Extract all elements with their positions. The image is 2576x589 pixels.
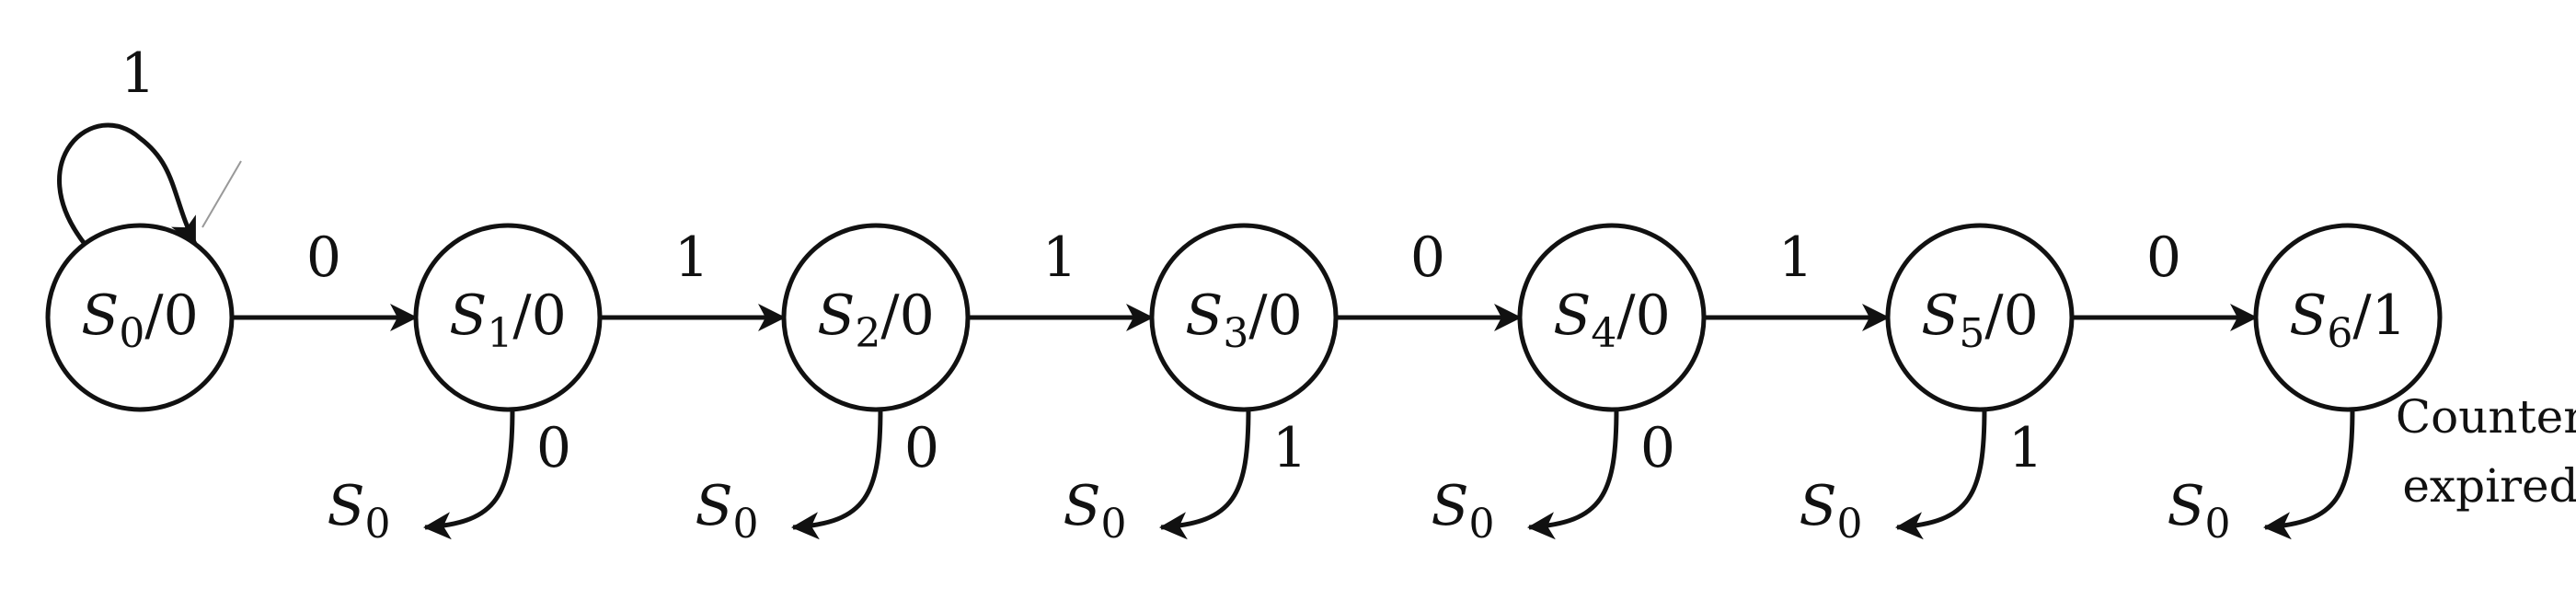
state-label-S3: S3/0 bbox=[1185, 283, 1303, 357]
reset-note-5-1: expired bbox=[2402, 459, 2576, 513]
state-node-S5 bbox=[1885, 223, 2075, 412]
state-label-S4: S4/0 bbox=[1553, 283, 1671, 357]
state-label-S6: S6/1 bbox=[2289, 283, 2407, 357]
reset-arrow-2 bbox=[1159, 407, 1251, 540]
reset-target-5: S0 bbox=[2167, 474, 2230, 548]
reset-arrow-1 bbox=[791, 407, 883, 540]
nodes-layer: S0/0 S1/0 S2/0 S3/0 S4/0 S5/0 S6/1 bbox=[45, 223, 2443, 412]
state-label-S2: S2/0 bbox=[817, 283, 935, 357]
transition-label-3: 0 bbox=[1410, 225, 1445, 290]
transition-label-4: 1 bbox=[1778, 225, 1813, 290]
reset-label-2: 1 bbox=[1272, 416, 1307, 480]
reset-label-0: 0 bbox=[536, 416, 571, 480]
reset-label-1: 0 bbox=[904, 416, 939, 480]
transition-label-2: 1 bbox=[1042, 225, 1077, 290]
state-label-S5: S5/0 bbox=[1921, 283, 2039, 357]
labels-layer: 1 0 1 1 0 1 0 S0 0 S0 0 S0 1 S0 0 S0 1 S0 Counter expired bbox=[121, 41, 2576, 548]
loop-pointer-line bbox=[201, 160, 242, 228]
reset-target-0: S0 bbox=[327, 474, 390, 548]
self-loop-label: 1 bbox=[121, 41, 155, 106]
reset-arrow-0 bbox=[423, 407, 515, 540]
reset-target-1: S0 bbox=[695, 474, 758, 548]
state-node-S1 bbox=[413, 223, 603, 412]
state-node-S6 bbox=[2253, 223, 2443, 412]
reset-target-2: S0 bbox=[1063, 474, 1126, 548]
edges-layer bbox=[57, 122, 2355, 540]
state-node-S3 bbox=[1149, 223, 1339, 412]
reset-target-3: S0 bbox=[1431, 474, 1494, 548]
state-node-S4 bbox=[1517, 223, 1707, 412]
transition-label-1: 1 bbox=[674, 225, 709, 290]
state-label-S1: S1/0 bbox=[449, 283, 567, 357]
state-node-S0 bbox=[45, 223, 235, 412]
transition-label-0: 0 bbox=[306, 225, 341, 290]
reset-target-4: S0 bbox=[1799, 474, 1862, 548]
reset-note-5-0: Counter bbox=[2396, 390, 2576, 444]
reset-label-3: 0 bbox=[1640, 416, 1675, 480]
reset-arrow-3 bbox=[1527, 407, 1619, 540]
state-label-S0: S0/0 bbox=[81, 283, 199, 357]
state-node-S2 bbox=[781, 223, 971, 412]
reset-label-4: 1 bbox=[2008, 416, 2043, 480]
reset-arrow-4 bbox=[1895, 407, 1987, 540]
transition-label-5: 0 bbox=[2146, 225, 2181, 290]
reset-arrow-5 bbox=[2263, 407, 2355, 540]
self-loop-arrow bbox=[57, 122, 198, 246]
